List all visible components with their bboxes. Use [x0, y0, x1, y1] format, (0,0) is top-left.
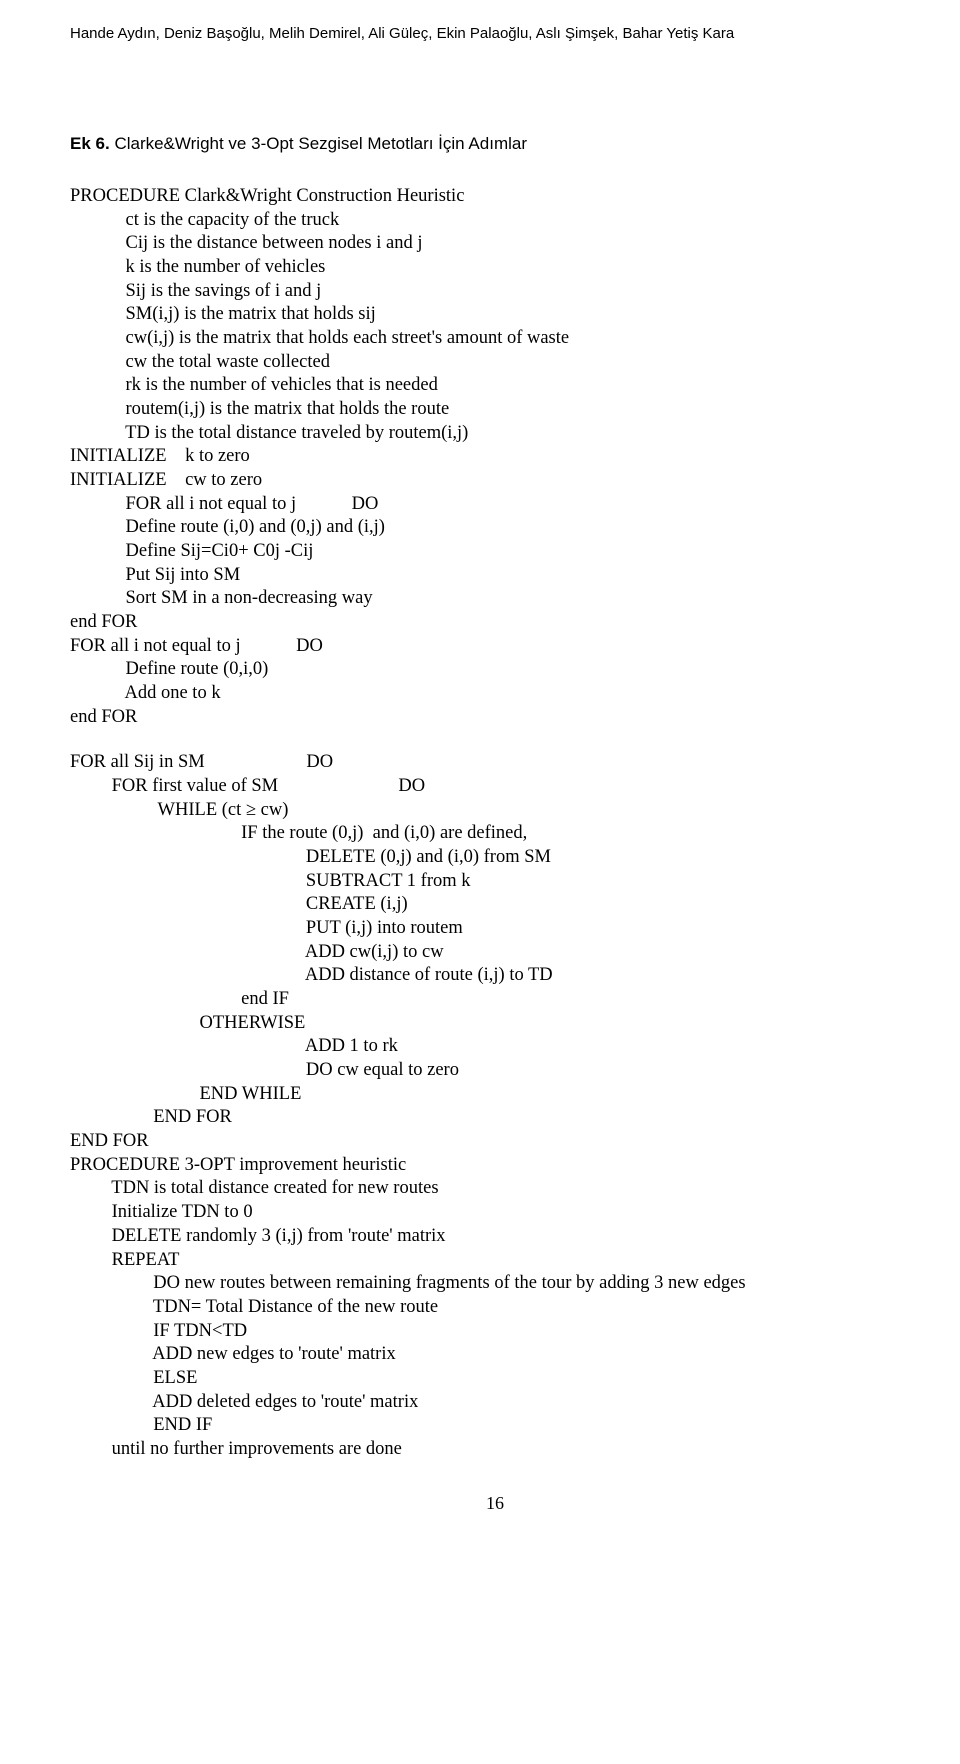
pseudocode-block-1: PROCEDURE Clark&Wright Construction Heur…	[70, 185, 920, 729]
pseudocode-block-2: FOR all Sij in SM DO FOR first value of …	[70, 751, 920, 1461]
section-label: Ek 6.	[70, 134, 110, 153]
section-heading: Clarke&Wright ve 3-Opt Sezgisel Metotlar…	[114, 134, 527, 153]
authors-line: Hande Aydın, Deniz Başoğlu, Melih Demire…	[70, 24, 920, 43]
page-number: 16	[70, 1492, 920, 1515]
section-title: Ek 6. Clarke&Wright ve 3-Opt Sezgisel Me…	[70, 133, 920, 155]
